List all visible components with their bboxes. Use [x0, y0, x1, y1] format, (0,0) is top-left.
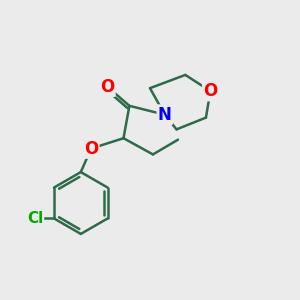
Text: O: O [100, 78, 114, 96]
Text: N: N [158, 106, 172, 124]
Text: O: O [203, 82, 218, 100]
Text: O: O [84, 140, 98, 158]
Text: Cl: Cl [27, 211, 43, 226]
